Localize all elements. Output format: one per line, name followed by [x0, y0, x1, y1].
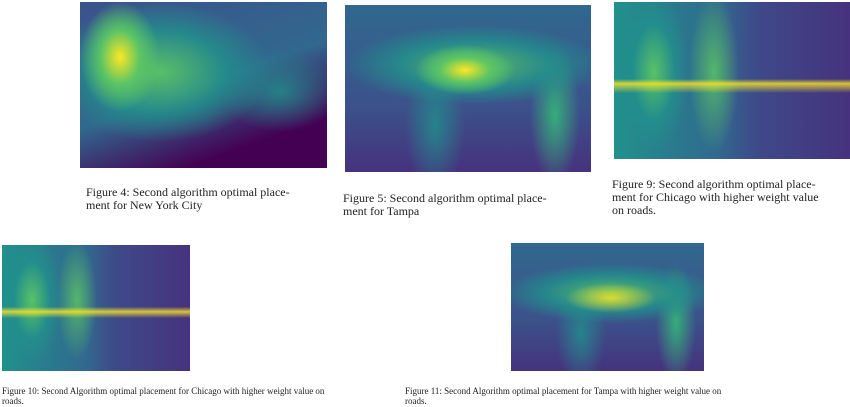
heatmap-tampa — [345, 5, 591, 172]
caption-line: Figure 4: Second algorithm optimal place… — [86, 185, 290, 199]
heatmap-chicago — [614, 2, 850, 159]
caption-line: roads. — [405, 396, 427, 406]
caption-line: Figure 10: Second Algorithm optimal plac… — [2, 386, 325, 396]
caption-fig11: Figure 11: Second Algorithm optimal plac… — [405, 386, 721, 406]
caption-fig5: Figure 5: Second algorithm optimal place… — [343, 192, 547, 218]
caption-line: roads. — [2, 396, 24, 406]
caption-line: Figure 9: Second algorithm optimal place… — [612, 177, 816, 191]
caption-line: ment for Tampa — [343, 204, 420, 218]
heatmap-nyc — [80, 2, 327, 168]
caption-line: Figure 5: Second algorithm optimal place… — [343, 191, 547, 205]
caption-line: ment for Chicago with higher weight valu… — [612, 190, 819, 204]
heatmap-tampa-roads — [511, 243, 704, 371]
caption-fig10: Figure 10: Second Algorithm optimal plac… — [2, 386, 324, 406]
caption-line: on roads. — [612, 203, 656, 217]
heatmap-chicago-roads — [2, 245, 190, 371]
caption-fig4: Figure 4: Second algorithm optimal place… — [86, 186, 290, 212]
caption-line: Figure 11: Second Algorithm optimal plac… — [405, 386, 722, 396]
caption-fig9: Figure 9: Second algorithm optimal place… — [612, 178, 819, 217]
caption-line: ment for New York City — [86, 198, 203, 212]
